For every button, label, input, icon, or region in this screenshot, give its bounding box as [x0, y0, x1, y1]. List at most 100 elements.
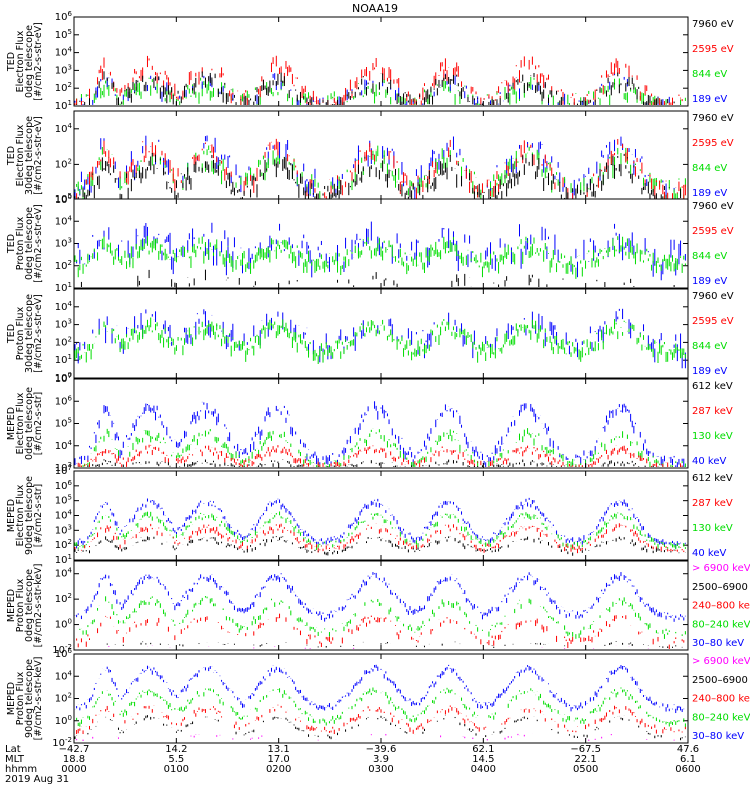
y-tick-label: 101	[55, 353, 72, 366]
legend-entry: 189 eV	[692, 366, 727, 377]
legend-entry: 189 eV	[692, 188, 727, 199]
y-axis-label-line: [#/cm2-s-str-eV]	[33, 22, 44, 101]
series-black	[74, 153, 683, 199]
y-tick-label: 101	[55, 553, 72, 566]
legend-entry: 2595 eV	[692, 226, 734, 237]
y-axis-label-line: Proton Flux	[15, 306, 26, 360]
series-group	[74, 221, 686, 287]
panel-frame	[73, 16, 689, 107]
legend-entry: 130 keV	[692, 523, 733, 534]
y-tick-label: 107	[55, 464, 72, 477]
y-axis-label-line: Proton Flux	[15, 216, 26, 270]
y-tick-label: 104	[55, 46, 73, 59]
y-axis-label-line: 0deg telescope	[24, 25, 35, 98]
y-tick-label: 103	[55, 237, 72, 250]
series-black	[77, 459, 678, 467]
y-axis-label-line: Electron Flux	[15, 484, 26, 546]
y-axis-label-line: MEPED	[6, 407, 17, 440]
y-tick-label: 101	[55, 281, 72, 294]
y-tick-label: 104	[55, 300, 73, 313]
y-axis-label-line: TED	[6, 324, 17, 344]
series-group	[74, 308, 686, 369]
y-tick-label: 102	[55, 81, 72, 94]
y-tick-label: 102	[55, 335, 72, 348]
y-tick-label: 107	[55, 372, 72, 385]
series-blue	[74, 401, 686, 467]
series-group	[74, 135, 686, 199]
panel-frame	[73, 198, 689, 289]
legend-entry: 612 keV	[692, 473, 733, 484]
y-tick-label: 104	[55, 214, 73, 227]
panel-frame	[73, 110, 689, 201]
legend-entry: 844 eV	[692, 251, 727, 262]
legend-entry: 2595 eV	[692, 138, 734, 149]
y-tick-label: 102	[55, 157, 72, 170]
series-black	[80, 269, 675, 287]
y-axis-label-line: TED	[6, 234, 17, 254]
y-axis-label-line: TED	[6, 52, 17, 72]
legend-entry: 7960 eV	[692, 291, 734, 302]
y-axis-label-line: [#/cm2-s-str-eV]	[33, 294, 44, 373]
panel-frame	[73, 378, 689, 469]
y-tick-label: 104	[55, 439, 73, 452]
legend-entry: 189 eV	[692, 276, 727, 287]
y-axis-label-line: TED	[6, 146, 17, 166]
legend-entry: 287 keV	[692, 406, 733, 417]
y-tick-label: 104	[55, 122, 73, 135]
series-green	[74, 317, 686, 365]
series-red	[74, 523, 685, 554]
legend-entry: 40 keV	[692, 548, 726, 559]
legend-entry: 844 eV	[692, 69, 727, 80]
y-axis-label-line: [#/cm2-s-str-eV]	[33, 204, 44, 283]
legend-entry: 844 eV	[692, 341, 727, 352]
y-tick-label: 101	[55, 99, 72, 112]
y-tick-label: 106	[55, 479, 73, 492]
y-axis-label-line: MEPED	[6, 499, 17, 532]
series-group	[74, 401, 686, 467]
y-tick-label: 102	[55, 538, 72, 551]
y-axis-label-line: Electron Flux	[15, 392, 26, 454]
series-black	[76, 71, 682, 105]
y-tick-label: 106	[55, 394, 73, 407]
series-group	[74, 497, 686, 556]
legend-entry: 40 keV	[692, 456, 726, 467]
legend-entry: 7960 eV	[692, 201, 734, 212]
y-axis-label-line: 0deg telescope	[24, 387, 35, 460]
y-tick-label: 103	[55, 523, 72, 536]
legend-entry: 844 eV	[692, 163, 727, 174]
legend-entry: 189 eV	[692, 94, 727, 105]
series-green	[74, 511, 686, 550]
series-green	[74, 236, 686, 279]
y-tick-label: 103	[55, 318, 72, 331]
y-axis-label-line: 30deg telescope	[24, 294, 35, 373]
legend-entry: 612 keV	[692, 381, 733, 392]
y-axis-label-line: 30deg telescope	[24, 116, 35, 195]
legend-entry: 130 keV	[692, 431, 733, 442]
plot-title: NOAA19	[352, 2, 398, 15]
y-axis-label-line: 90deg telescope	[24, 476, 35, 555]
series-red	[77, 444, 683, 467]
y-tick-label: 106	[55, 10, 73, 23]
panel-frame	[73, 288, 689, 379]
legend-entry: 2595 eV	[692, 44, 734, 55]
y-axis-label-line: Electron Flux	[15, 30, 26, 92]
y-tick-label: 105	[55, 192, 72, 205]
y-tick-label: 103	[55, 63, 72, 76]
y-axis-label-line: [#/cm2-s-str-eV]	[33, 116, 44, 195]
y-axis-label-line: Electron Flux	[15, 124, 26, 186]
y-tick-label: 105	[55, 28, 72, 41]
panel-frame	[73, 470, 689, 561]
y-tick-label: 102	[55, 259, 72, 272]
legend-entry: 7960 eV	[692, 19, 734, 30]
y-tick-label: 105	[55, 417, 72, 430]
y-tick-label: 105	[55, 494, 72, 507]
y-tick-label: 104	[55, 509, 73, 522]
